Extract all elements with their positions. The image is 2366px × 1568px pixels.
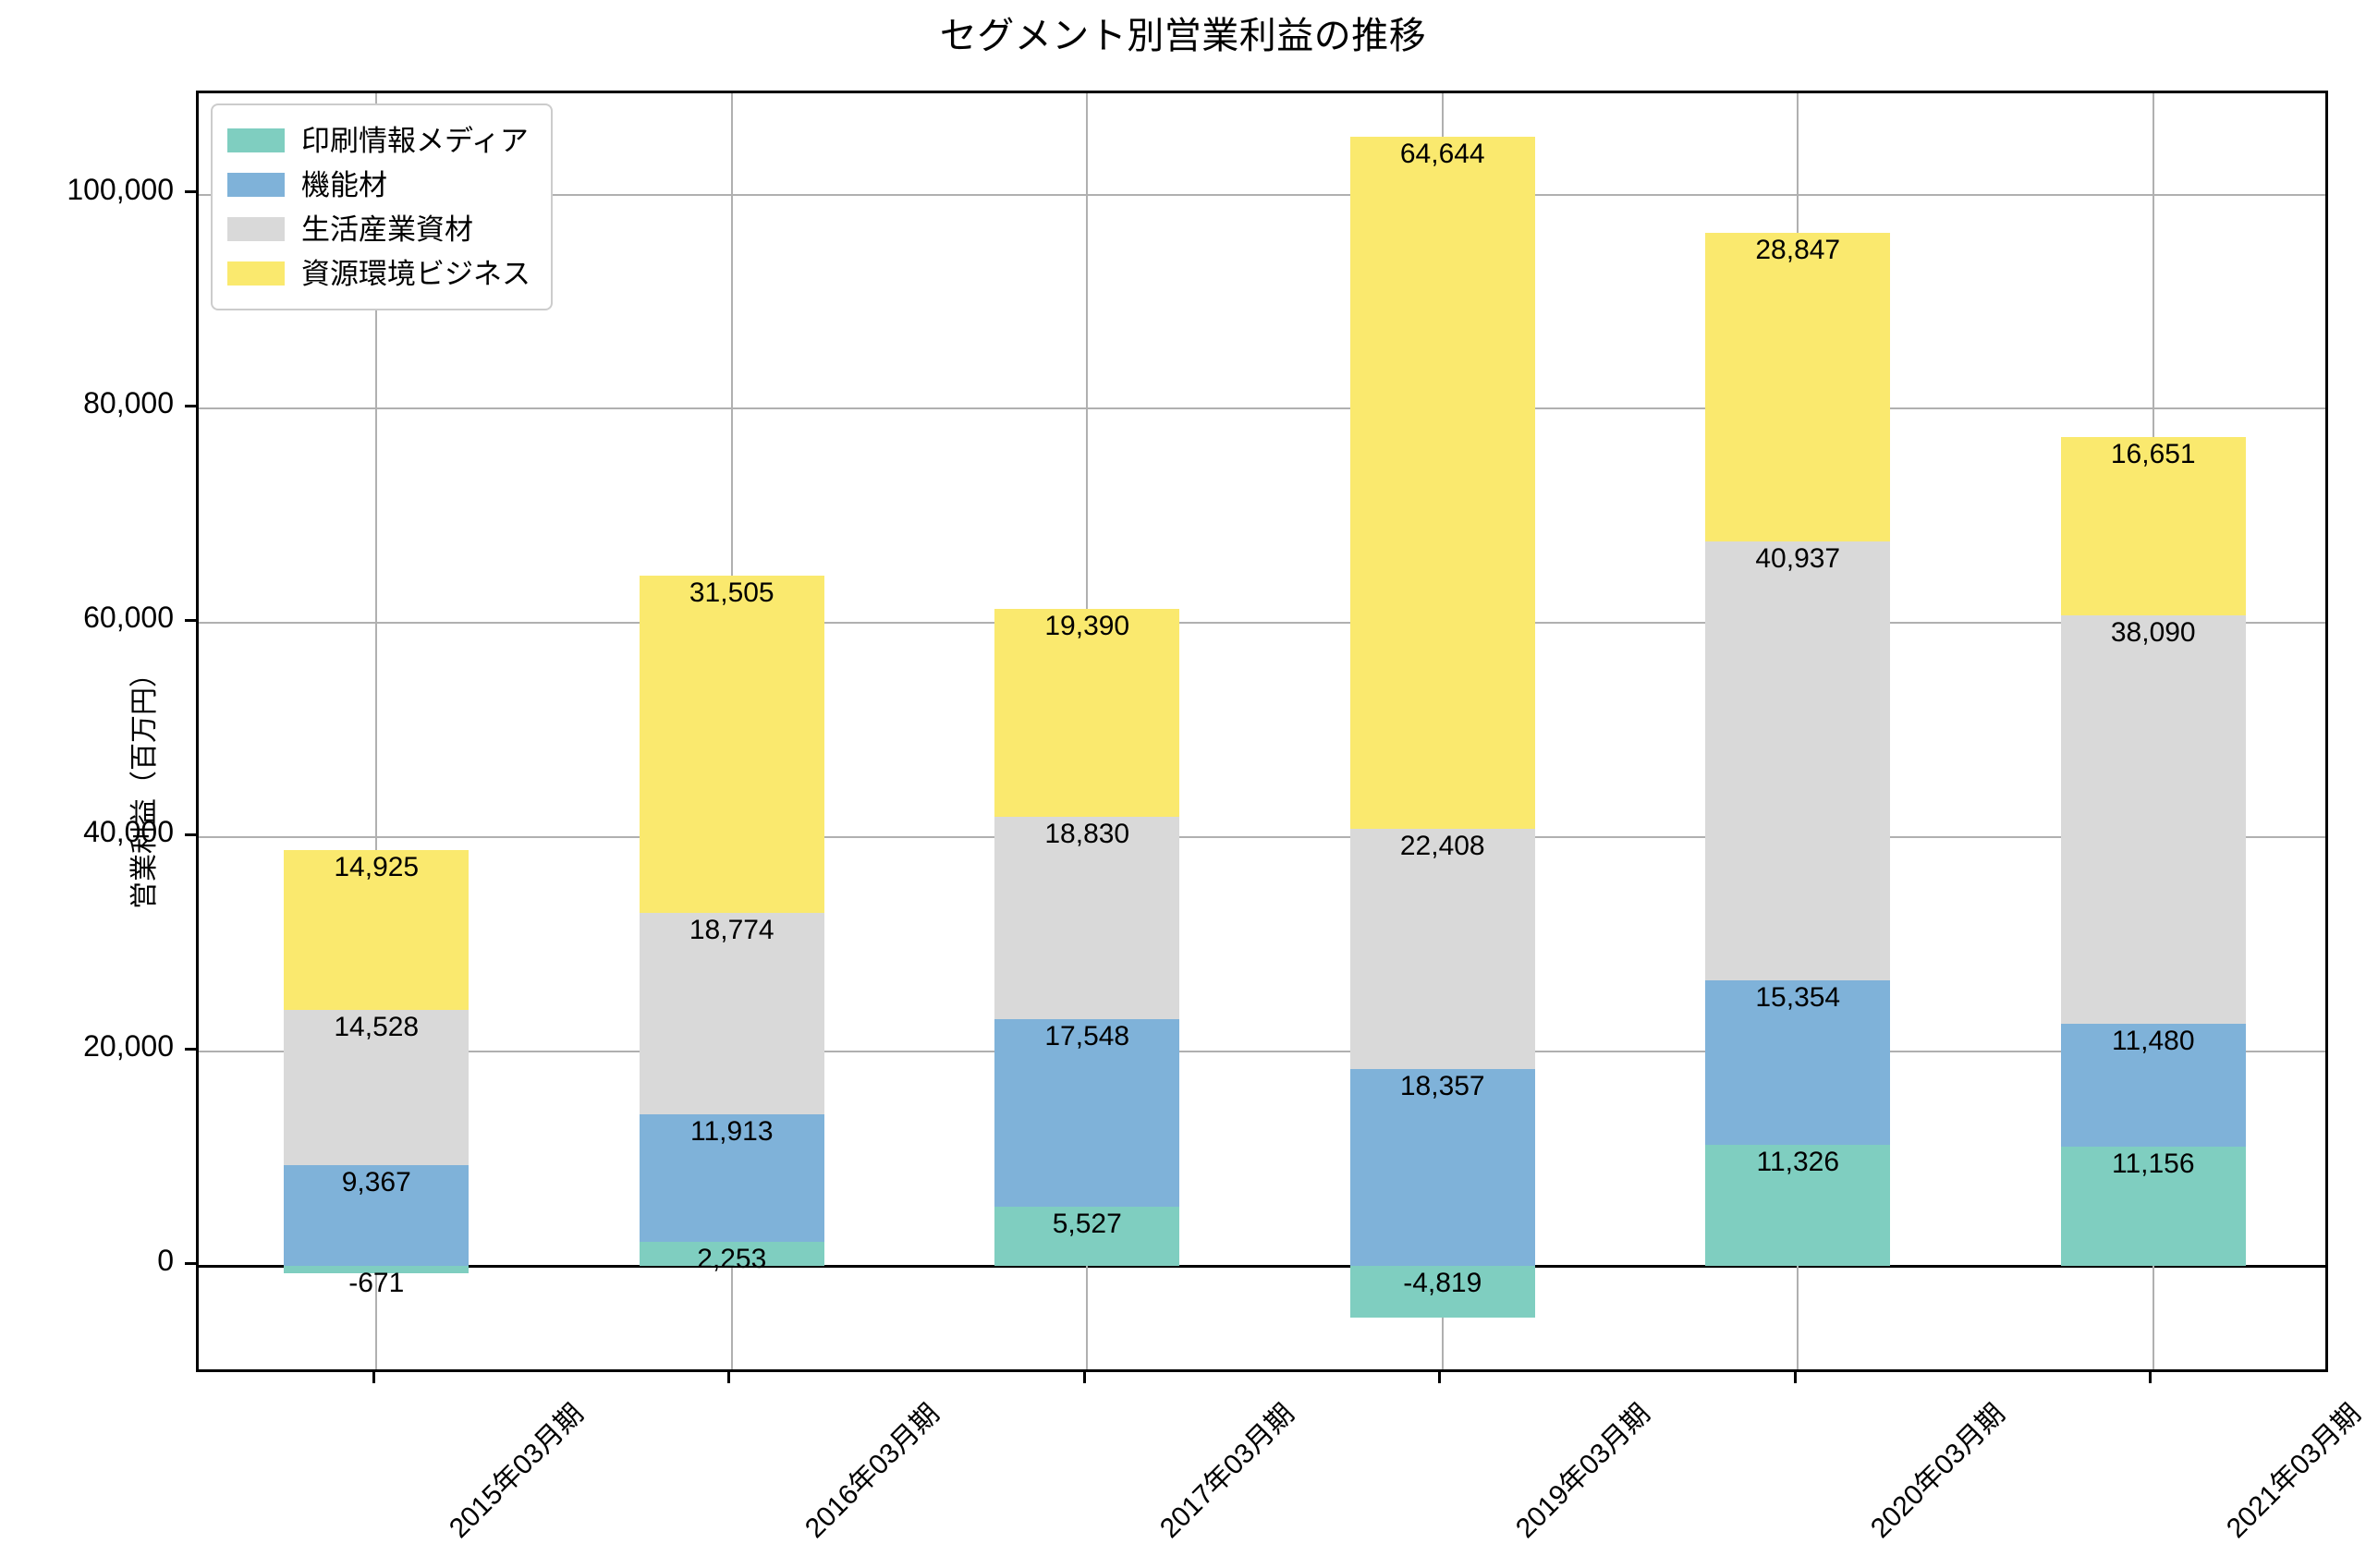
bar-segment[interactable] [284, 1266, 470, 1273]
x-axis-tick-label: 2019年03月期 [1509, 1398, 1656, 1545]
x-axis-tick-mark [727, 1372, 731, 1383]
bar-segment[interactable] [639, 913, 824, 1114]
page-title: セグメント別営業利益の推移 [939, 16, 1427, 56]
legend-item-label: 印刷情報メディア [301, 124, 529, 157]
gridline-horizontal [199, 193, 2325, 196]
bar-segment[interactable] [994, 1018, 1180, 1207]
x-axis-tick-label: 2017年03月期 [1154, 1398, 1301, 1545]
y-axis-tick-mark [185, 833, 196, 836]
y-axis-tick-mark [185, 1261, 196, 1265]
plot-inner: -671 9,367 14,528 14,925 2,253 11,913 18,774 31… [199, 93, 2325, 1369]
legend-item[interactable]: 印刷情報メディア [227, 118, 531, 163]
plot-area: -671 9,367 14,528 14,925 2,253 11,913 18,774 31… [196, 91, 2328, 1372]
y-axis-tick-label: 80,000 [83, 386, 174, 420]
bar-segment[interactable] [284, 1165, 470, 1267]
x-axis-tick-mark [1793, 1372, 1797, 1383]
legend-swatch-icon [227, 217, 285, 241]
x-axis-tick-label: 2021年03月期 [2220, 1398, 2366, 1545]
bar-segment[interactable] [2060, 1146, 2246, 1267]
x-axis-tick-mark [1082, 1372, 1086, 1383]
bar-segment[interactable] [1705, 541, 1891, 980]
y-axis-title: 営業利益（百万円） [129, 659, 160, 909]
bar-segment[interactable] [1349, 829, 1535, 1070]
bar-segment[interactable] [1705, 979, 1891, 1145]
legend-swatch-icon [227, 128, 285, 152]
bar-segment[interactable] [639, 1113, 824, 1242]
legend-item-label: 機能材 [301, 168, 387, 201]
bar-segment[interactable] [994, 817, 1180, 1019]
legend-swatch-icon [227, 173, 285, 197]
legend-item[interactable]: 機能材 [227, 163, 531, 207]
legend-item[interactable]: 資源環境ビジネス [227, 251, 531, 296]
bar-segment[interactable] [2060, 614, 2246, 1024]
x-axis-tick-mark [2149, 1372, 2153, 1383]
legend-item-label: 生活産業資材 [301, 213, 473, 246]
bar-segment[interactable] [1705, 232, 1891, 542]
bar-segment[interactable] [994, 609, 1180, 818]
y-axis-tick-label: 20,000 [83, 1029, 174, 1064]
gridline-horizontal [199, 1051, 2325, 1053]
y-axis-tick-mark [185, 618, 196, 622]
bar-segment[interactable] [284, 1010, 470, 1166]
y-axis-tick-mark [185, 190, 196, 194]
bar-segment[interactable] [639, 575, 824, 914]
bar-segment[interactable] [1349, 136, 1535, 830]
bar-segment[interactable] [994, 1206, 1180, 1267]
y-axis-tick-label: 100,000 [67, 172, 174, 206]
y-axis-tick-mark [185, 404, 196, 407]
gridline-horizontal [199, 836, 2325, 839]
y-axis-tick-label: 0 [157, 1244, 174, 1278]
bar-segment[interactable] [639, 1241, 824, 1267]
legend-item-label: 資源環境ビジネス [301, 257, 531, 290]
bar-segment[interactable] [1349, 1266, 1535, 1318]
chart-legend: 印刷情報メディア 機能材生活産業資材資源環境ビジネス [211, 103, 553, 310]
legend-item[interactable]: 生活産業資材 [227, 207, 531, 251]
y-axis-tick-mark [185, 1047, 196, 1051]
zero-line [199, 1264, 2325, 1268]
gridline-horizontal [199, 622, 2325, 625]
x-axis-tick-label: 2015年03月期 [444, 1398, 591, 1545]
x-axis-tick-mark [372, 1372, 375, 1383]
gridline-vertical [375, 93, 378, 1369]
bar-segment[interactable] [284, 849, 470, 1010]
gridline-horizontal [199, 407, 2325, 410]
legend-swatch-icon [227, 261, 285, 286]
x-axis-tick-mark [1438, 1372, 1442, 1383]
y-axis-tick-label: 40,000 [83, 815, 174, 849]
bar-segment[interactable] [2060, 1023, 2246, 1147]
bar-segment[interactable] [1349, 1069, 1535, 1267]
x-axis-tick-label: 2020年03月期 [1865, 1398, 2012, 1545]
x-axis-tick-label: 2016年03月期 [799, 1398, 945, 1545]
bar-segment[interactable] [2060, 436, 2246, 615]
y-axis-tick-label: 60,000 [83, 601, 174, 635]
bar-segment[interactable] [1705, 1144, 1891, 1267]
